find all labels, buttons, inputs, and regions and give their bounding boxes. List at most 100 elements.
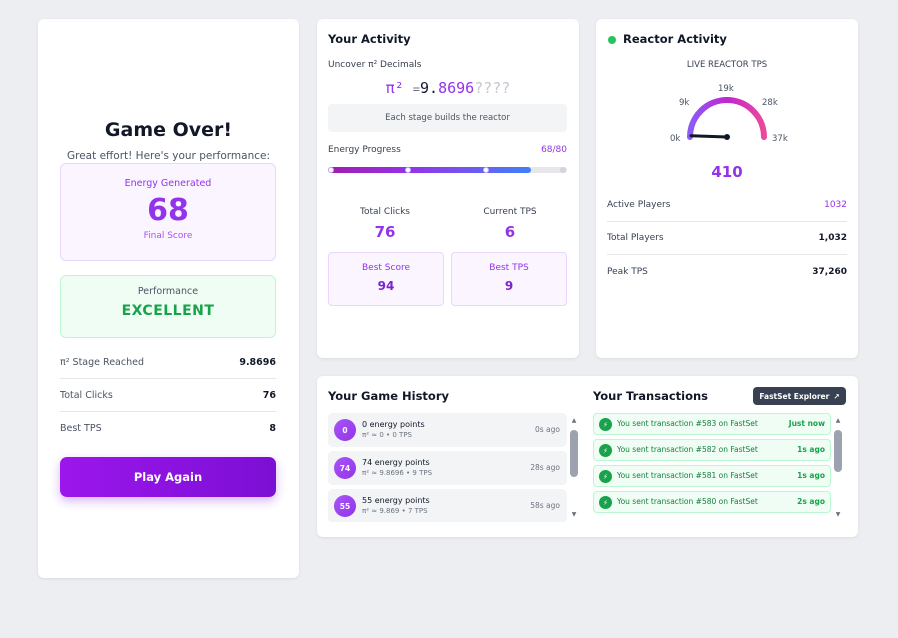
scroll-thumb[interactable]	[834, 430, 842, 472]
energy-generated-label: Energy Generated	[124, 178, 212, 189]
history-main: 0 energy points	[362, 420, 425, 429]
performance-label: Performance	[137, 286, 199, 297]
fastset-explorer-button[interactable]: FastSet Explorer ↗	[753, 387, 846, 405]
game-history-title: Your Game History	[328, 389, 449, 403]
history-sub: π² ≈ 9.869 • 7 TPS	[362, 507, 428, 515]
best-tps-box: Best TPS 9	[451, 252, 567, 306]
gauge-tick-label: 28k	[762, 98, 778, 108]
energy-generated-box: Energy Generated 68 Final Score	[60, 163, 276, 261]
reactor-tps-value: 410	[711, 163, 743, 181]
gauge-needle	[689, 134, 729, 139]
list-item[interactable]: 0 0 energy points π² ≈ 0 • 0 TPS 0s ago	[328, 413, 567, 447]
scroll-down-icon[interactable]: ▼	[571, 511, 577, 518]
current-tps-stat: Current TPS 6	[455, 207, 565, 241]
gauge-tick-label: 0k	[670, 134, 680, 144]
total-players-value: 1,032	[818, 233, 847, 243]
best-score-value: 94	[377, 279, 395, 293]
energy-progress-bar	[328, 167, 567, 173]
stat-label: π² Stage Reached	[60, 356, 144, 368]
reactor-title: Reactor Activity	[623, 32, 727, 46]
transactions-title: Your Transactions	[593, 389, 709, 403]
gauge-hub	[724, 134, 730, 140]
reactor-tps-gauge: 0k 9k 19k 28k 37k	[670, 84, 788, 144]
final-score-label: Final Score	[143, 231, 193, 241]
history-badge: 0	[334, 419, 356, 441]
energy-progress-fill	[328, 167, 532, 173]
tx-text: You sent transaction #581 on FastSet	[617, 471, 758, 480]
pi-equals: =	[412, 82, 420, 96]
peak-tps-row: Peak TPS 37,260	[607, 255, 847, 288]
game-over-subtitle: Great effort! Here's your performance:	[67, 150, 270, 162]
pi-decimals-display: π² =9.8696????	[317, 79, 579, 97]
game-over-title: Game Over!	[104, 119, 233, 141]
uncover-label: Uncover π² Decimals	[328, 60, 422, 70]
best-tps-label: Best TPS	[489, 263, 529, 273]
total-clicks-label: Total Clicks	[359, 207, 410, 217]
peak-tps-value: 37,260	[812, 266, 847, 277]
live-reactor-label: LIVE REACTOR TPS	[686, 60, 768, 70]
history-scrollbar[interactable]: ▲ ▼	[569, 417, 579, 521]
progress-marker	[483, 167, 489, 173]
scroll-down-icon[interactable]: ▼	[835, 511, 841, 518]
game-over-panel: Game Over! Great effort! Here's your per…	[38, 19, 299, 578]
list-item[interactable]: ⚡ You sent transaction #581 on FastSet 1…	[593, 465, 831, 487]
game-history-list: 0 0 energy points π² ≈ 0 • 0 TPS 0s ago …	[328, 413, 567, 522]
total-players-row: Total Players 1,032	[607, 222, 847, 255]
history-time: 0s ago	[534, 425, 560, 434]
activity-title: Your Activity	[328, 32, 411, 46]
history-sub: π² ≈ 9.8696 • 9 TPS	[362, 469, 433, 477]
list-item[interactable]: ⚡ You sent transaction #583 on FastSet J…	[593, 413, 831, 435]
list-item[interactable]: ⚡ You sent transaction #582 on FastSet 1…	[593, 439, 831, 461]
progress-marker	[405, 167, 411, 173]
active-players-row: Active Players 1032	[607, 189, 847, 222]
stat-row-best-tps: Best TPS 8	[60, 412, 276, 445]
performance-box: Performance EXCELLENT	[60, 275, 276, 338]
gauge-tick-label: 19k	[718, 84, 734, 94]
history-main: 74 energy points	[362, 458, 430, 467]
live-status-dot	[608, 36, 616, 44]
tx-text: You sent transaction #580 on FastSet	[617, 497, 758, 506]
stat-row-stage: π² Stage Reached 9.8696	[60, 346, 276, 379]
lightning-icon: ⚡	[599, 470, 612, 483]
active-players-value: 1032	[824, 200, 847, 210]
stat-row-clicks: Total Clicks 76	[60, 379, 276, 412]
total-clicks-value: 76	[374, 223, 396, 241]
best-tps-value: 9	[504, 279, 514, 293]
history-sub: π² ≈ 0 • 0 TPS	[362, 431, 412, 439]
tx-time: 1s ago	[797, 445, 825, 454]
scroll-up-icon[interactable]: ▲	[571, 417, 577, 424]
pi-hidden-digits: ????	[474, 79, 511, 97]
list-item[interactable]: ⚡ You sent transaction #580 on FastSet 2…	[593, 491, 831, 513]
history-badge: 74	[334, 457, 356, 479]
gauge-tick-label: 37k	[772, 134, 788, 144]
list-item[interactable]: 55 55 energy points π² ≈ 9.869 • 7 TPS 5…	[328, 489, 567, 522]
tx-time: Just now	[788, 419, 825, 428]
active-players-label: Active Players	[607, 200, 671, 210]
scroll-up-icon[interactable]: ▲	[835, 417, 841, 424]
transactions-scrollbar[interactable]: ▲ ▼	[833, 417, 843, 521]
transactions-list: ⚡ You sent transaction #583 on FastSet J…	[593, 413, 831, 526]
activity-panel: Your Activity Uncover π² Decimals π² =9.…	[317, 19, 579, 358]
list-item[interactable]: 74 74 energy points π² ≈ 9.8696 • 9 TPS …	[328, 451, 567, 485]
scroll-thumb[interactable]	[570, 430, 578, 477]
best-score-box: Best Score 94	[328, 252, 444, 306]
progress-marker	[328, 167, 334, 173]
lightning-icon: ⚡	[599, 418, 612, 431]
stat-label: Best TPS	[60, 423, 102, 434]
pi-found-digits: 8696	[438, 79, 475, 97]
stat-value: 8	[269, 423, 276, 434]
history-time: 28s ago	[530, 463, 560, 472]
history-time: 58s ago	[530, 501, 560, 510]
tx-time: 2s ago	[797, 497, 825, 506]
play-again-button[interactable]: Play Again	[60, 457, 276, 497]
stat-value: 76	[262, 389, 276, 401]
total-players-label: Total Players	[607, 233, 664, 243]
stage-note: Each stage builds the reactor	[328, 104, 567, 132]
tx-text: You sent transaction #582 on FastSet	[617, 445, 758, 454]
stat-value: 9.8696	[239, 356, 276, 368]
pi-known-digits: 9.	[420, 79, 439, 97]
progress-marker	[560, 167, 566, 173]
lightning-icon: ⚡	[599, 496, 612, 509]
current-tps-value: 6	[504, 223, 516, 241]
reactor-panel: Reactor Activity LIVE REACTOR TPS 0k 9k …	[596, 19, 858, 358]
